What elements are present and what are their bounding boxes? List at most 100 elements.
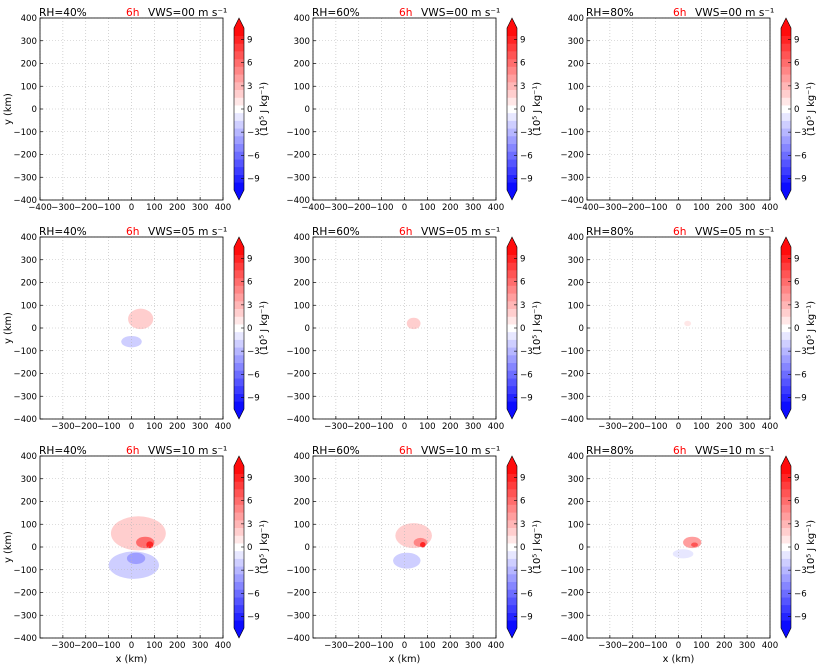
y-tick-label: −400 (13, 196, 37, 206)
y-tick-label: 200 (568, 498, 584, 508)
y-tick-label: 300 (294, 475, 310, 485)
field-patch (85, 109, 196, 179)
colorbar-level (234, 277, 244, 286)
colorbar-tick-label: 0 (794, 324, 799, 334)
colorbar-level (234, 612, 244, 621)
y-tick-label: 400 (21, 452, 37, 462)
colorbar-level (507, 543, 517, 552)
colorbar-tick-label: 6 (794, 59, 799, 69)
colorbar-tick-label: −9 (520, 174, 533, 184)
colorbar-level (781, 112, 791, 121)
panel-time-label: 6h (673, 7, 686, 19)
colorbar-tick-label: 0 (520, 543, 525, 553)
colorbar-tick-label: 0 (247, 324, 252, 334)
colorbar-level (781, 535, 791, 544)
x-tick-label: 400 (488, 641, 504, 651)
colorbar-level (507, 620, 517, 629)
y-tick-label: 0 (579, 543, 584, 553)
y-tick-label: −200 (13, 370, 37, 380)
y-tick-label: −200 (286, 589, 310, 599)
y-tick-label: 300 (294, 256, 310, 266)
field-patch (313, 237, 354, 319)
colorbar-outline (233, 455, 245, 639)
x-tick-label: −400 (28, 203, 52, 213)
x-tick-label: 300 (465, 422, 481, 432)
y-tick-label: −200 (286, 151, 310, 161)
anomaly-feature (393, 552, 421, 569)
colorbar-level (234, 466, 244, 475)
field-patch (632, 109, 743, 179)
colorbar-level (234, 136, 244, 145)
colorbar-level (234, 270, 244, 279)
y-tick-label: −200 (286, 370, 310, 380)
x-tick-label: −300 (324, 641, 348, 651)
colorbar-level (507, 105, 517, 114)
colorbar-tick-label: 3 (794, 301, 799, 311)
colorbar-level (781, 51, 791, 60)
panel-vws-label: VWS=05 m s⁻¹ (421, 226, 500, 238)
x-tick-label: −200 (621, 422, 645, 432)
colorbar-level (781, 347, 791, 356)
colorbar-label: (10⁵ J kg⁻¹) (806, 520, 817, 574)
y-tick-label: 0 (32, 324, 37, 334)
x-axis-label: x (km) (116, 654, 148, 665)
colorbar-outline (780, 236, 792, 420)
colorbar-level (507, 58, 517, 67)
colorbar-tick-label: −3 (794, 128, 807, 138)
colorbar-level (234, 620, 244, 629)
x-tick-label: 100 (419, 641, 435, 651)
colorbar-level (507, 74, 517, 83)
anomaly-feature (146, 541, 154, 549)
colorbar-extend-min (781, 628, 791, 638)
y-tick-label: 0 (32, 105, 37, 115)
colorbar-level (507, 151, 517, 160)
colorbar-level (507, 347, 517, 356)
y-tick-label: −400 (560, 415, 584, 425)
x-tick-label: 100 (146, 641, 162, 651)
colorbar-extend-min (507, 409, 517, 419)
y-tick-label: 200 (21, 60, 37, 70)
colorbar-level (507, 277, 517, 286)
x-tick-label: 0 (402, 641, 407, 651)
panel-rh-label: RH=60% (312, 7, 360, 19)
colorbar-level (234, 385, 244, 394)
x-tick-label: −400 (575, 203, 599, 213)
field-patch (40, 237, 81, 319)
panel-vws-label: VWS=00 m s⁻¹ (148, 7, 227, 19)
colorbar-label: (10⁵ J kg⁻¹) (532, 82, 543, 136)
x-tick-label: 0 (129, 203, 134, 213)
colorbar-level (234, 550, 244, 559)
colorbar-level (234, 174, 244, 183)
colorbar-tick-label: 6 (247, 497, 252, 507)
colorbar-level (507, 566, 517, 575)
colorbar-tick-label: 0 (794, 543, 799, 553)
y-tick-label: 0 (305, 324, 310, 334)
colorbar-tick-label: −3 (794, 566, 807, 576)
x-tick-label: −100 (370, 641, 394, 651)
panel-time-label: 6h (126, 7, 139, 19)
colorbar-tick-label: 6 (520, 278, 525, 288)
colorbar-level (781, 277, 791, 286)
y-tick-label: −100 (286, 566, 310, 576)
colorbar: 9 6 3 0 −3 −6 −9 (10⁵ J kg⁻¹) (780, 17, 817, 201)
colorbar-extend-max (234, 456, 244, 466)
colorbar-level (781, 597, 791, 606)
x-tick-label: −100 (97, 203, 121, 213)
colorbar-level (507, 182, 517, 191)
x-tick-label: 200 (169, 641, 185, 651)
y-tick-label: −300 (560, 173, 584, 183)
x-tick-label: 200 (716, 422, 732, 432)
y-tick-label: 100 (568, 520, 584, 530)
x-tick-label: 400 (215, 422, 231, 432)
colorbar-level (781, 331, 791, 340)
colorbar-label: (10⁵ J kg⁻¹) (806, 82, 817, 136)
panel-rh-label: RH=40% (39, 7, 87, 19)
colorbar-level (507, 558, 517, 567)
colorbar-level (781, 504, 791, 513)
x-tick-label: 400 (762, 203, 778, 213)
colorbar-level (781, 301, 791, 310)
x-tick-label: 100 (419, 422, 435, 432)
colorbar-outline (506, 17, 518, 201)
colorbar-tick-label: 0 (247, 543, 252, 553)
x-tick-label: −300 (51, 422, 75, 432)
